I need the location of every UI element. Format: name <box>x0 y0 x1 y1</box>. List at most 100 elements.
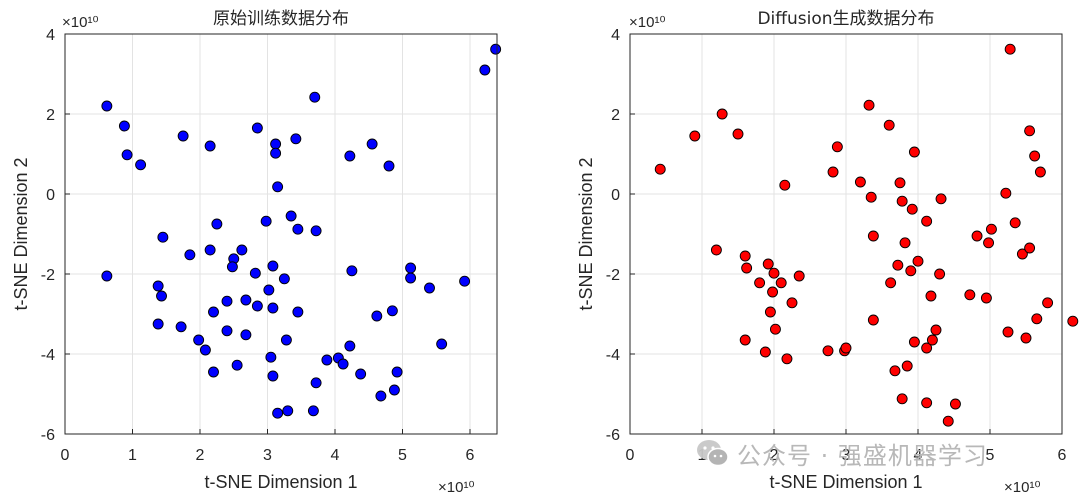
data-point <box>925 290 937 302</box>
data-point <box>926 334 938 346</box>
data-point <box>899 237 911 249</box>
y-tick-label: 0 <box>611 187 620 204</box>
data-point <box>292 223 304 235</box>
x-axis-label-left: t-SNE Dimension 1 <box>204 472 357 492</box>
data-point <box>156 290 167 302</box>
data-point <box>208 306 219 318</box>
data-point <box>321 354 333 366</box>
data-point <box>865 191 877 203</box>
data-point <box>490 43 502 55</box>
data-point <box>710 244 722 256</box>
data-point <box>118 120 130 132</box>
data-point <box>405 272 417 284</box>
data-point <box>935 193 947 205</box>
x-tick-label: 0 <box>626 447 635 464</box>
data-point <box>768 267 780 279</box>
data-point <box>779 179 791 191</box>
data-point <box>175 321 187 333</box>
data-point <box>892 259 904 271</box>
data-point <box>270 138 282 150</box>
plot-area <box>65 34 497 434</box>
y-tick-label: 2 <box>611 107 620 124</box>
data-point <box>270 147 282 159</box>
data-point <box>251 300 263 312</box>
x-exponent-right: ×10¹⁰ <box>1004 479 1040 494</box>
axes-box <box>629 33 1063 435</box>
data-point <box>208 366 219 378</box>
data-point <box>310 225 322 237</box>
y-tick-label: -2 <box>41 267 55 284</box>
data-point <box>1004 43 1016 55</box>
data-point <box>786 297 798 309</box>
data-point <box>204 140 216 152</box>
x-tick-label: 6 <box>1058 447 1067 464</box>
data-point <box>157 231 169 243</box>
data-point <box>867 314 879 326</box>
points-right <box>654 43 1079 427</box>
data-point <box>854 176 866 188</box>
data-point <box>1029 150 1041 162</box>
data-point <box>912 255 924 267</box>
data-point <box>184 249 196 261</box>
data-point <box>896 393 908 405</box>
data-point <box>1042 297 1054 309</box>
x-tick-label: 4 <box>914 447 923 464</box>
data-point <box>732 128 744 140</box>
chart-title-right: Diffusion生成数据分布 <box>757 9 934 29</box>
data-point <box>346 265 358 277</box>
data-point <box>344 150 356 162</box>
data-point <box>263 284 275 296</box>
chart-title-left: 原始训练数据分布 <box>213 9 349 29</box>
data-point <box>654 163 666 175</box>
data-point <box>781 353 793 365</box>
data-point <box>249 267 261 279</box>
x-tick-label: 4 <box>331 447 340 464</box>
data-point <box>1034 166 1046 178</box>
y-tick-label: 4 <box>611 27 620 44</box>
data-point <box>1009 217 1021 229</box>
watermark: 公众号 · 强盛机器学习 <box>695 436 988 470</box>
data-point <box>282 405 294 417</box>
y-tick-labels-left: -6 -4 -2 0 2 4 <box>41 27 55 444</box>
data-point <box>921 397 933 409</box>
y-tick-label: -2 <box>606 267 620 284</box>
data-point <box>221 325 233 337</box>
data-point <box>905 265 917 277</box>
data-point <box>240 294 252 306</box>
data-point <box>1067 315 1079 327</box>
data-point <box>292 306 304 318</box>
data-point <box>831 141 843 153</box>
data-point <box>827 166 839 178</box>
data-point <box>267 370 279 382</box>
data-point <box>889 365 901 377</box>
data-point <box>386 305 398 317</box>
data-point <box>101 270 113 282</box>
data-point <box>375 390 387 402</box>
data-point <box>344 340 356 352</box>
data-point <box>265 351 277 363</box>
x-exponent-left: ×10¹⁰ <box>438 479 474 494</box>
data-point <box>971 230 983 242</box>
data-point <box>840 342 852 354</box>
data-point <box>1016 248 1028 260</box>
data-point <box>260 215 272 227</box>
data-point <box>885 277 897 289</box>
data-point <box>863 99 875 111</box>
data-point <box>193 334 205 346</box>
y-tick-label: -6 <box>41 427 55 444</box>
data-point <box>883 119 895 131</box>
data-point <box>741 262 753 274</box>
y-exponent-left: ×10¹⁰ <box>62 14 98 31</box>
data-point <box>930 324 942 336</box>
x-tick-label: 2 <box>196 447 205 464</box>
x-tick-labels-left: 0 1 2 3 4 5 6 <box>61 447 475 464</box>
data-point <box>949 398 961 410</box>
data-point <box>921 215 933 227</box>
data-point <box>1000 187 1012 199</box>
data-point <box>383 160 395 172</box>
y-tick-label: -4 <box>41 347 55 364</box>
x-tick-label: 0 <box>61 447 70 464</box>
data-point <box>280 334 292 346</box>
